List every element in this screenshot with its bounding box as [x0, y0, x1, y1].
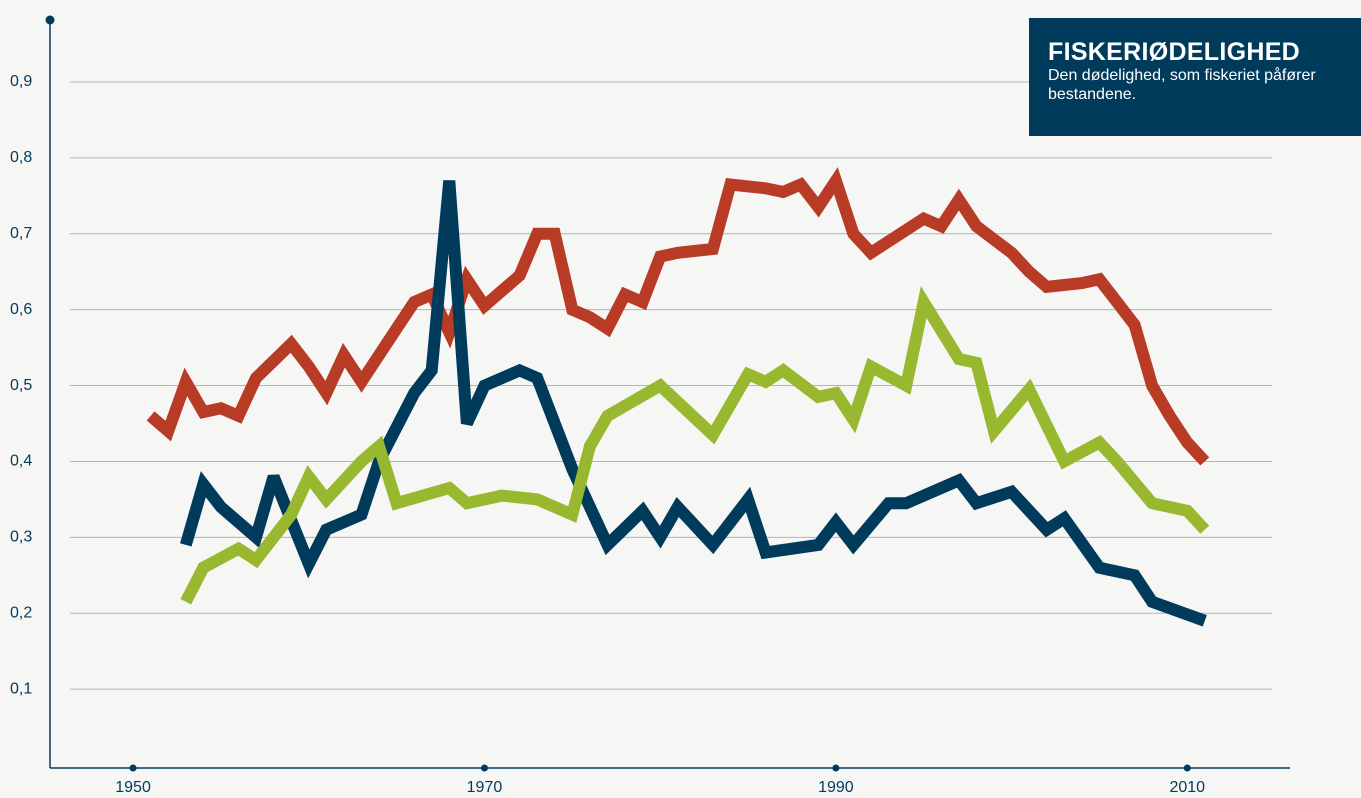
y-tick-label: 0,1 [10, 680, 32, 697]
y-tick-label: 0,5 [10, 377, 32, 394]
x-tick [129, 764, 137, 772]
x-tick-label: 2010 [1169, 779, 1205, 796]
y-tick-label: 0,9 [10, 73, 32, 90]
x-tick [832, 764, 840, 772]
series-line [146, 167, 1210, 466]
y-tick-label: 0,2 [10, 604, 32, 621]
chart-subtitle: Den dødelighed, som fiskeriet påfører be… [1048, 67, 1316, 103]
series-line [180, 180, 1207, 627]
y-tick-label: 0,6 [10, 301, 32, 318]
x-tick-label: 1950 [115, 779, 151, 796]
x-tick [1183, 764, 1191, 772]
y-tick-label: 0,3 [10, 529, 32, 546]
y-tick-label: 0,4 [10, 453, 32, 470]
series-line [180, 286, 1210, 605]
y-tick-label: 0,8 [10, 149, 32, 166]
y-tick-label: 0,7 [10, 225, 32, 242]
y-axis-end [45, 15, 55, 25]
x-tick [480, 764, 488, 772]
chart-title: FISKERIØDELIGHED [1048, 38, 1301, 66]
x-tick-label: 1970 [467, 779, 503, 796]
x-tick-label: 1990 [818, 779, 854, 796]
title-box: FISKERIØDELIGHED Den dødelighed, som fis… [1029, 18, 1361, 136]
